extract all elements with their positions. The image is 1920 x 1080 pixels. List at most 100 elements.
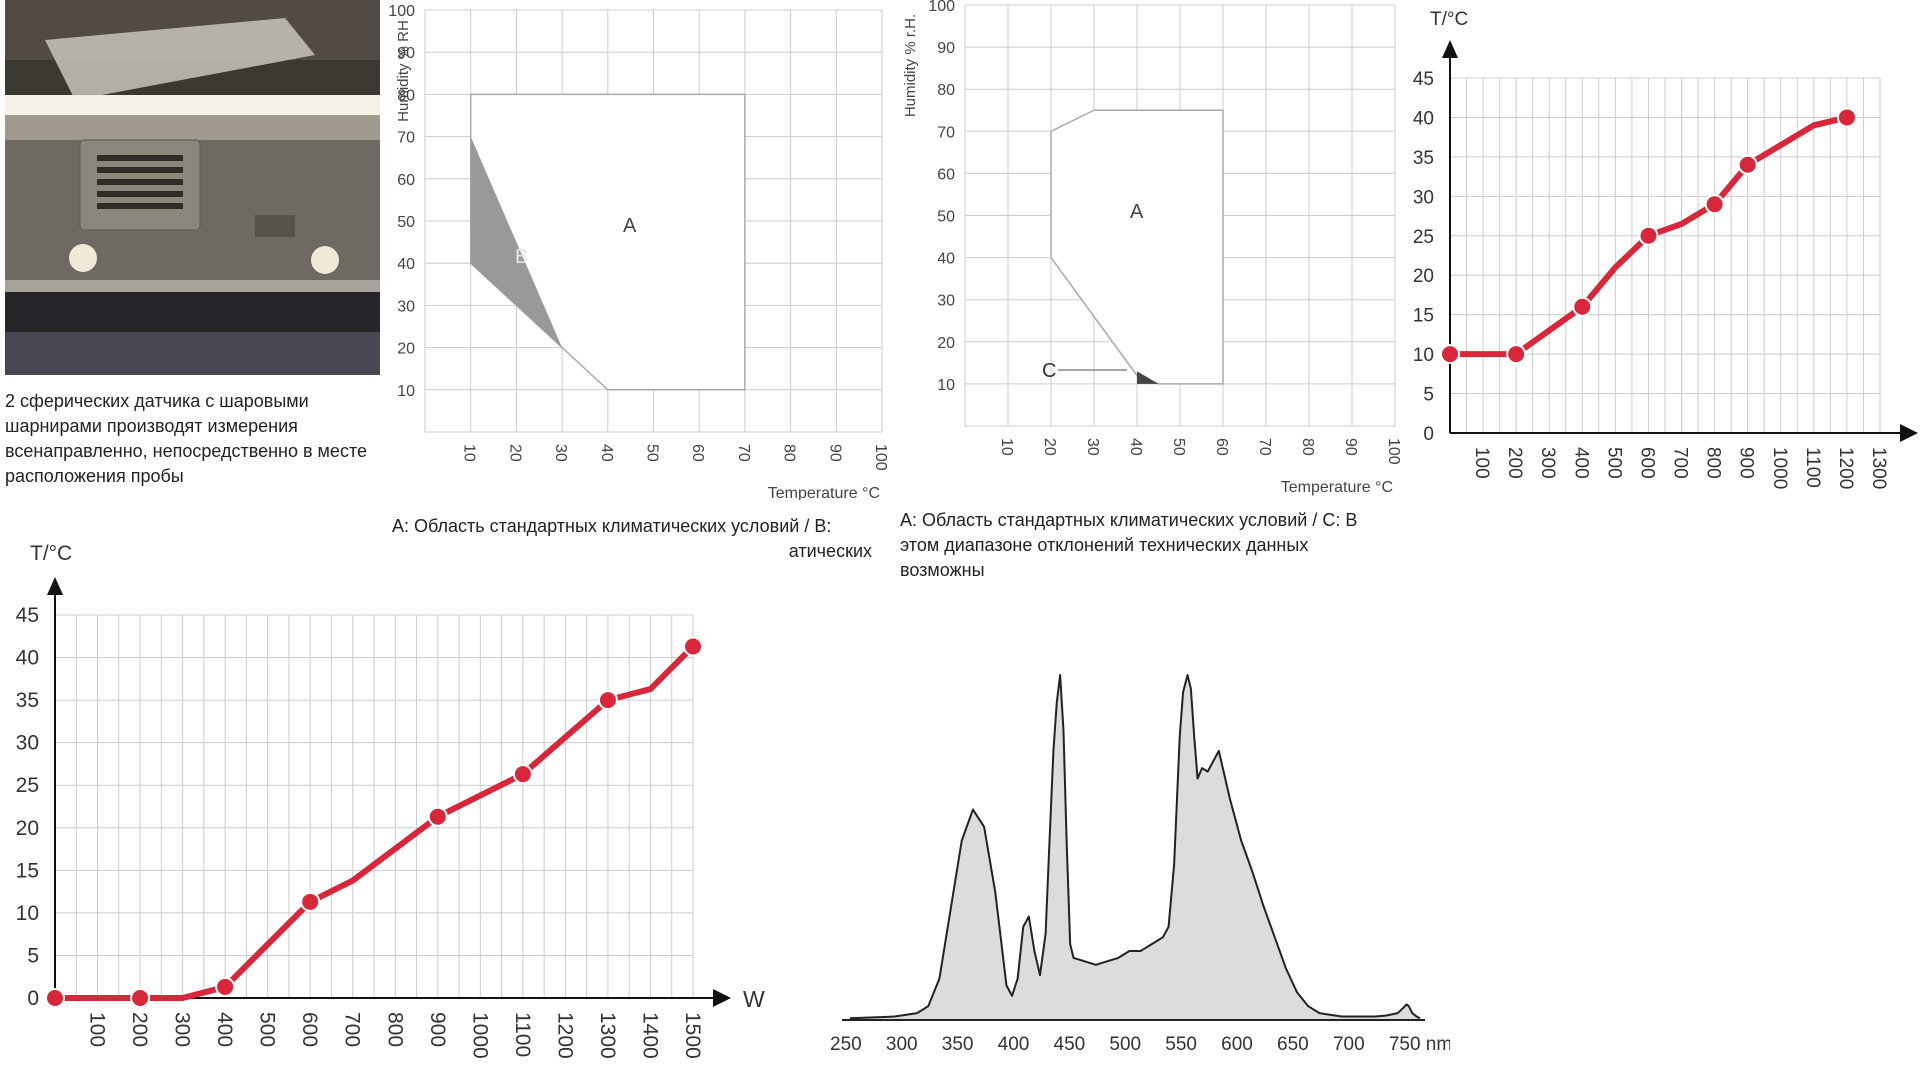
data-point: [300, 891, 321, 912]
x-tick-label: 800: [383, 1012, 406, 1047]
x-tick-label: 30: [1084, 438, 1101, 456]
region-b-label: B: [515, 246, 528, 268]
data-point: [683, 636, 703, 657]
x-tick-label: 550: [1165, 1034, 1197, 1055]
y-tick-label: 25: [1413, 227, 1434, 248]
x-tick-label: 50: [644, 444, 661, 462]
x-tick-label: 200: [1504, 447, 1525, 479]
x-tick-label: 100: [1471, 447, 1492, 479]
x-tick-label: 80: [1299, 438, 1316, 456]
x-tick-label: 10: [998, 438, 1015, 456]
x-tick-label: 90: [1342, 438, 1359, 456]
chart1-caption-line1: A: Область стандартных климатических усл…: [392, 516, 832, 536]
x-tick-label: 1100: [511, 1012, 534, 1057]
x-tick-label: 350: [942, 1034, 974, 1055]
x-tick-label: 400: [213, 1012, 236, 1047]
x-tick-label: 1000: [468, 1012, 491, 1059]
x-axis-arrow: [1900, 424, 1918, 442]
y-tick-label: 30: [1413, 187, 1434, 208]
y-tick-label: 30: [397, 298, 415, 315]
x-tick-label: 30: [552, 444, 569, 462]
x-tick-label: 900: [1736, 447, 1757, 479]
spectrum-area: [850, 675, 1420, 1020]
y-tick-label: 35: [16, 689, 39, 712]
y-tick-label: 5: [1423, 385, 1434, 406]
x-tick-label: 90: [826, 444, 843, 462]
data-point: [427, 806, 448, 827]
x-tick-label: 1300: [596, 1012, 619, 1059]
x-tick-label: 500: [256, 1012, 279, 1047]
y-tick-label: 40: [937, 251, 955, 268]
x-tick-label: 1200: [553, 1012, 576, 1059]
y-tick-label: 45: [1413, 69, 1434, 90]
chamber-photo-illustration: [5, 0, 380, 375]
y-tick-label: 50: [397, 214, 415, 231]
x-tick-label: 600: [1636, 447, 1657, 479]
spectrum-line: [849, 674, 1421, 1020]
x-tick-label: 500: [1603, 447, 1624, 479]
y-tick-label: 40: [397, 256, 415, 273]
y-tick-label: 90: [397, 45, 415, 62]
y-tick-label: 0: [27, 987, 39, 1010]
series-line: [55, 644, 696, 1001]
y-axis-title: T/°C: [1430, 9, 1468, 30]
y-axis-arrow: [47, 577, 63, 595]
y-tick-label: 80: [397, 87, 415, 104]
y-tick-label: 45: [16, 604, 39, 627]
data-point: [512, 764, 533, 785]
y-tick-label: 30: [937, 293, 955, 310]
x-tick-label: 1200: [1835, 447, 1856, 489]
x-tick-label: 10: [461, 444, 478, 462]
x-tick-label: 100: [1385, 438, 1402, 465]
x-tick-label: 40: [1127, 438, 1144, 456]
x-tick-label: 800: [1703, 447, 1724, 479]
region-a: [1050, 109, 1224, 385]
y-tick-label: 10: [397, 383, 415, 400]
x-tick-label: 500: [1109, 1034, 1141, 1055]
chamber-photo: [5, 0, 380, 375]
x-tick-label: 700: [1670, 447, 1691, 479]
x-tick-label: 200: [128, 1012, 151, 1047]
data-point: [130, 988, 151, 1008]
data-point: [597, 690, 618, 711]
x-tick-label: 650: [1277, 1034, 1309, 1055]
chart2-caption: A: Область стандартных климатических усл…: [900, 510, 1358, 580]
y-tick-label: 20: [16, 817, 39, 840]
x-tick-label: 900: [426, 1012, 449, 1047]
y-axis-title: Humidity % RH: [395, 20, 412, 122]
y-tick-label: 100: [928, 0, 955, 15]
x-tick-label: 1000: [1769, 447, 1790, 489]
series-line: [1450, 114, 1848, 358]
y-tick-label: 25: [16, 774, 39, 797]
y-tick-label: 10: [1413, 345, 1434, 366]
humidity-temperature-chart-1: A B 10 20 30 40 50 60 70 80 90 100 10 20 30 40 50 60 70 80 9…: [388, 3, 889, 500]
y-tick-label: 20: [1413, 266, 1434, 287]
y-tick-label: 10: [16, 902, 39, 925]
x-tick-label: 750 nm: [1389, 1034, 1450, 1055]
y-tick-label: 100: [388, 3, 415, 20]
photo-caption: 2 сферических датчика с шаровыми шарнира…: [5, 391, 367, 486]
y-axis-title: T/°C: [30, 542, 72, 565]
x-tick-label: 100: [86, 1012, 109, 1047]
x-tick-label: 400: [1570, 447, 1591, 479]
y-tick-label: 30: [16, 732, 39, 755]
y-tick-label: 20: [937, 335, 955, 352]
y-tick-label: 15: [1413, 306, 1434, 327]
temperature-power-line-chart: 0 5 10 15 20 25 30 35 40 45 100 200 300 400 500 600 700 8…: [16, 542, 765, 1059]
data-point: [1737, 154, 1758, 175]
x-tick-label: 300: [1537, 447, 1558, 479]
x-tick-label: 20: [506, 444, 523, 462]
x-axis-title: Temperature °C: [1281, 479, 1393, 496]
data-point: [1638, 225, 1659, 246]
x-axis-title: Temperature °C: [768, 485, 880, 500]
y-tick-label: 15: [16, 859, 39, 882]
y-tick-label: 50: [937, 209, 955, 226]
y-tick-label: 20: [397, 341, 415, 358]
data-point: [1836, 107, 1857, 128]
data-point: [215, 976, 236, 997]
y-tick-label: 0: [1423, 424, 1434, 445]
chart1-caption-line2: атических: [788, 541, 872, 561]
y-axis-title: Humidity % r.H.: [902, 14, 919, 117]
y-tick-label: 5: [27, 944, 39, 967]
y-tick-label: 90: [937, 40, 955, 57]
